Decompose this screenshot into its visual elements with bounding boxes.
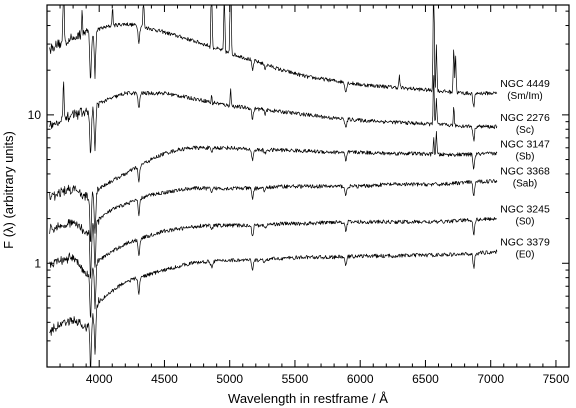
series-type-ngc3147: (Sb) (516, 151, 535, 162)
series-label-ngc2276: NGC 2276 (500, 112, 550, 124)
series-type-ngc2276: (Sc) (516, 125, 534, 136)
y-axis-label: F (λ) (arbitrary units) (1, 131, 16, 249)
x-tick-label: 5000 (216, 372, 243, 386)
y-tick-label: 1 (34, 256, 41, 270)
spectra-series (49, 4, 498, 368)
axis-ticks: 4000 4500 5000 5500 6000 6500 7000 7500 1 10 (28, 5, 570, 386)
spectrum-ngc3379 (49, 249, 498, 368)
series-type-ngc3379: (E0) (516, 250, 535, 261)
spectrum-ngc3147 (49, 130, 498, 243)
x-tick-label: 4000 (86, 372, 113, 386)
spectrum-ngc3368 (49, 179, 498, 279)
series-label-ngc3245: NGC 3245 (500, 204, 550, 216)
y-tick-label: 10 (28, 108, 42, 122)
series-label-ngc3379: NGC 3379 (500, 237, 550, 249)
series-label-ngc3368: NGC 3368 (500, 166, 550, 178)
series-type-ngc4449: (Sm/Im) (507, 91, 543, 102)
x-tick-label: 4500 (151, 372, 178, 386)
series-labels: NGC 4449(Sm/Im) NGC 2276(Sc) NGC 3147(Sb) N… (500, 78, 550, 260)
series-label-ngc4449: NGC 4449 (500, 78, 550, 90)
x-tick-label: 6000 (347, 372, 374, 386)
series-type-ngc3245: (S0) (516, 217, 535, 228)
spectrum-ngc2276 (49, 75, 498, 154)
series-label-ngc3147: NGC 3147 (500, 138, 550, 150)
x-tick-label: 6500 (412, 372, 439, 386)
spectrum-ngc4449 (49, 4, 498, 108)
spectrum-ngc3245 (49, 216, 497, 318)
series-type-ngc3368: (Sab) (513, 179, 537, 190)
x-tick-label: 7500 (543, 372, 570, 386)
x-axis-label: Wavelength in restframe / Å (228, 391, 388, 406)
x-tick-label: 5500 (282, 372, 309, 386)
x-tick-label: 7000 (477, 372, 504, 386)
